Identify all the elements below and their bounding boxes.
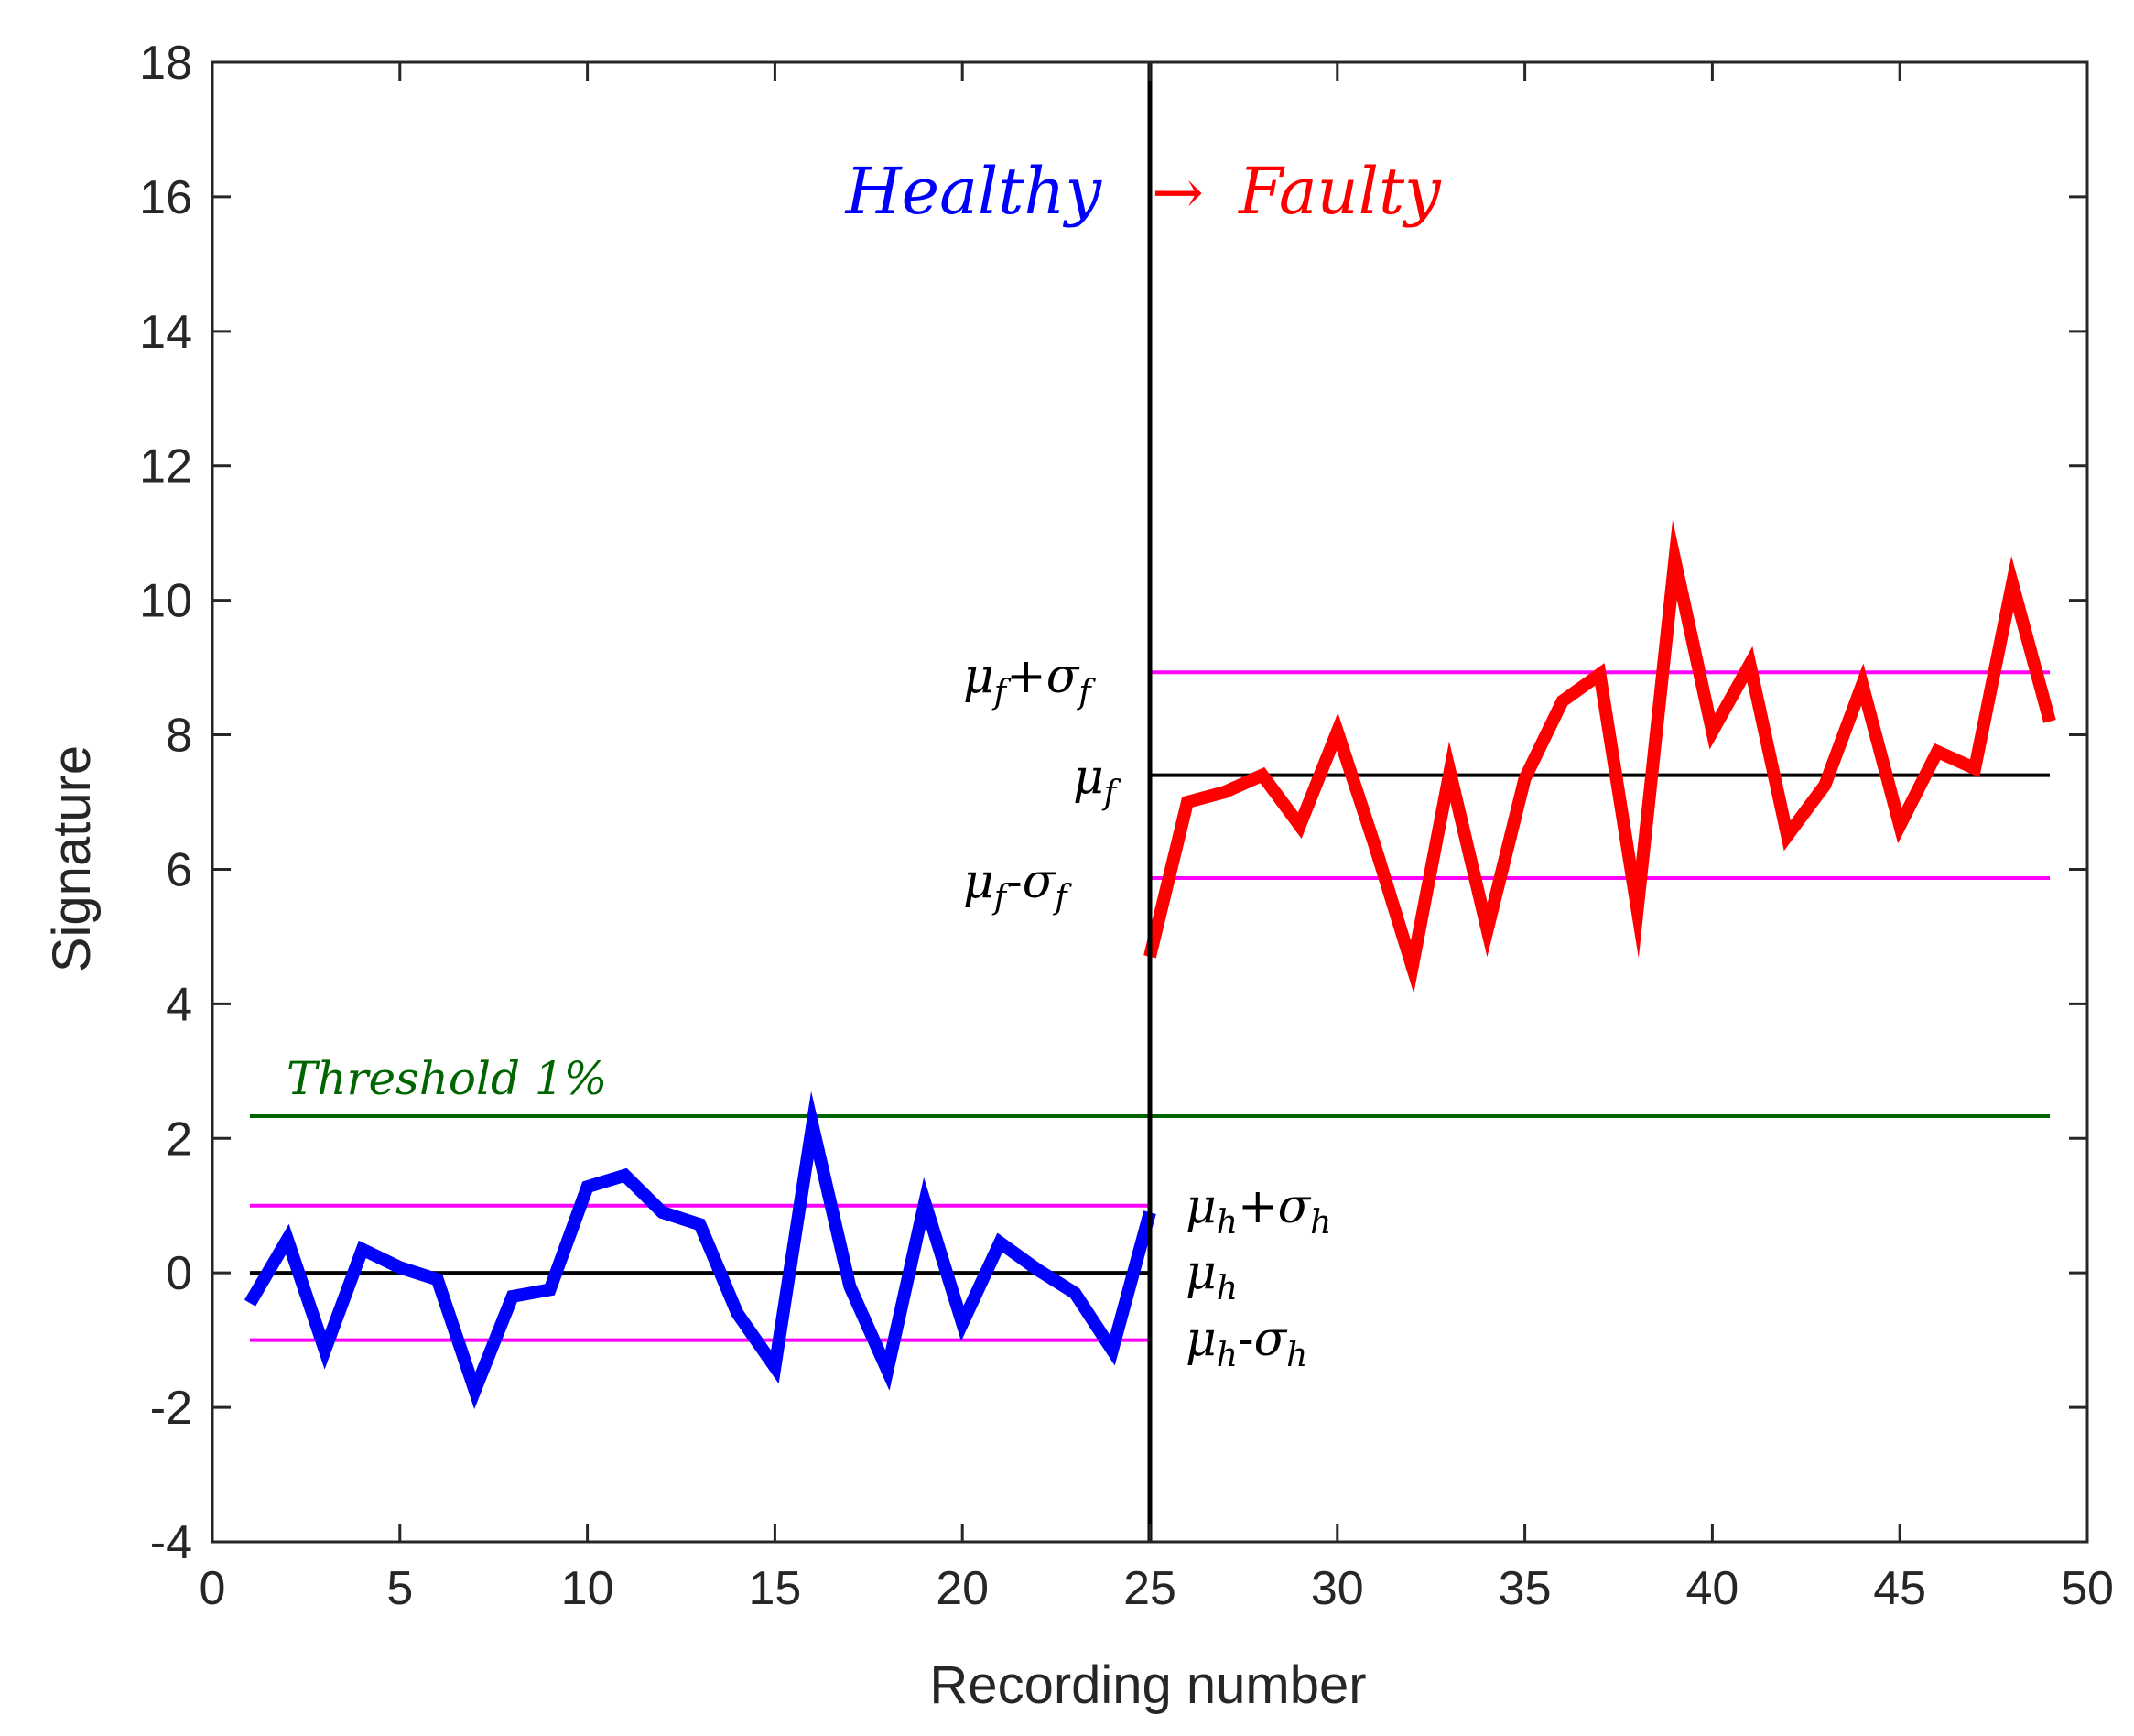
mu-f-plus-sigma-f-label: μf+σf (963, 649, 1096, 711)
x-tick-label: 50 (2061, 1562, 2114, 1615)
y-tick-label: 0 (166, 1247, 192, 1300)
y-tick-label: 18 (139, 37, 192, 90)
series-layer (244, 520, 2056, 1409)
x-tick-label: 30 (1311, 1562, 1364, 1615)
y-tick-label: 4 (166, 978, 192, 1031)
series-line-healthy (244, 1090, 1156, 1409)
x-tick-label: 35 (1499, 1562, 1552, 1615)
y-tick-label: 12 (139, 440, 192, 494)
series-line-faulty (1143, 520, 2056, 993)
x-tick-label: 25 (1123, 1562, 1176, 1615)
x-tick-label: 15 (748, 1562, 801, 1615)
y-tick-label: 8 (166, 710, 192, 763)
y-tick-label: 16 (139, 171, 192, 224)
x-tick-label: 45 (1873, 1562, 1926, 1615)
x-tick-label: 5 (386, 1562, 413, 1615)
ticks: 0 5 10 15 20 25 30 35 40 45 50 -4 -2 0 2 4 6 8 10 12 14 16 18 (139, 37, 2114, 1615)
y-tick-label: 10 (139, 575, 192, 628)
y-tick-label: 6 (166, 843, 192, 896)
y-tick-label: -4 (150, 1516, 192, 1569)
threshold-label: Threshold 1% (287, 1052, 607, 1105)
y-tick-label: -2 (150, 1382, 192, 1435)
mu-h-minus-sigma-h-label: μh-σh (1186, 1312, 1307, 1374)
faulty-label: Faulty (1237, 154, 1442, 229)
x-tick-label: 10 (561, 1562, 614, 1615)
mu-f-label: μf (1073, 750, 1121, 812)
mu-f-minus-sigma-f-label: μf-σf (963, 854, 1072, 917)
mu-h-label: μh (1186, 1245, 1238, 1307)
arrow-label: → (1152, 157, 1204, 229)
y-tick-label: 14 (139, 306, 192, 359)
x-axis-title: Recording number (929, 1655, 1366, 1715)
healthy-label: Healthy (844, 154, 1103, 229)
x-tick-label: 20 (936, 1562, 989, 1615)
mu-h-plus-sigma-h-label: μh+σh (1186, 1179, 1331, 1242)
y-tick-label: 2 (166, 1112, 192, 1166)
x-tick-label: 0 (200, 1562, 226, 1615)
y-axis-title: Signature (42, 745, 102, 972)
x-tick-label: 40 (1685, 1562, 1739, 1615)
